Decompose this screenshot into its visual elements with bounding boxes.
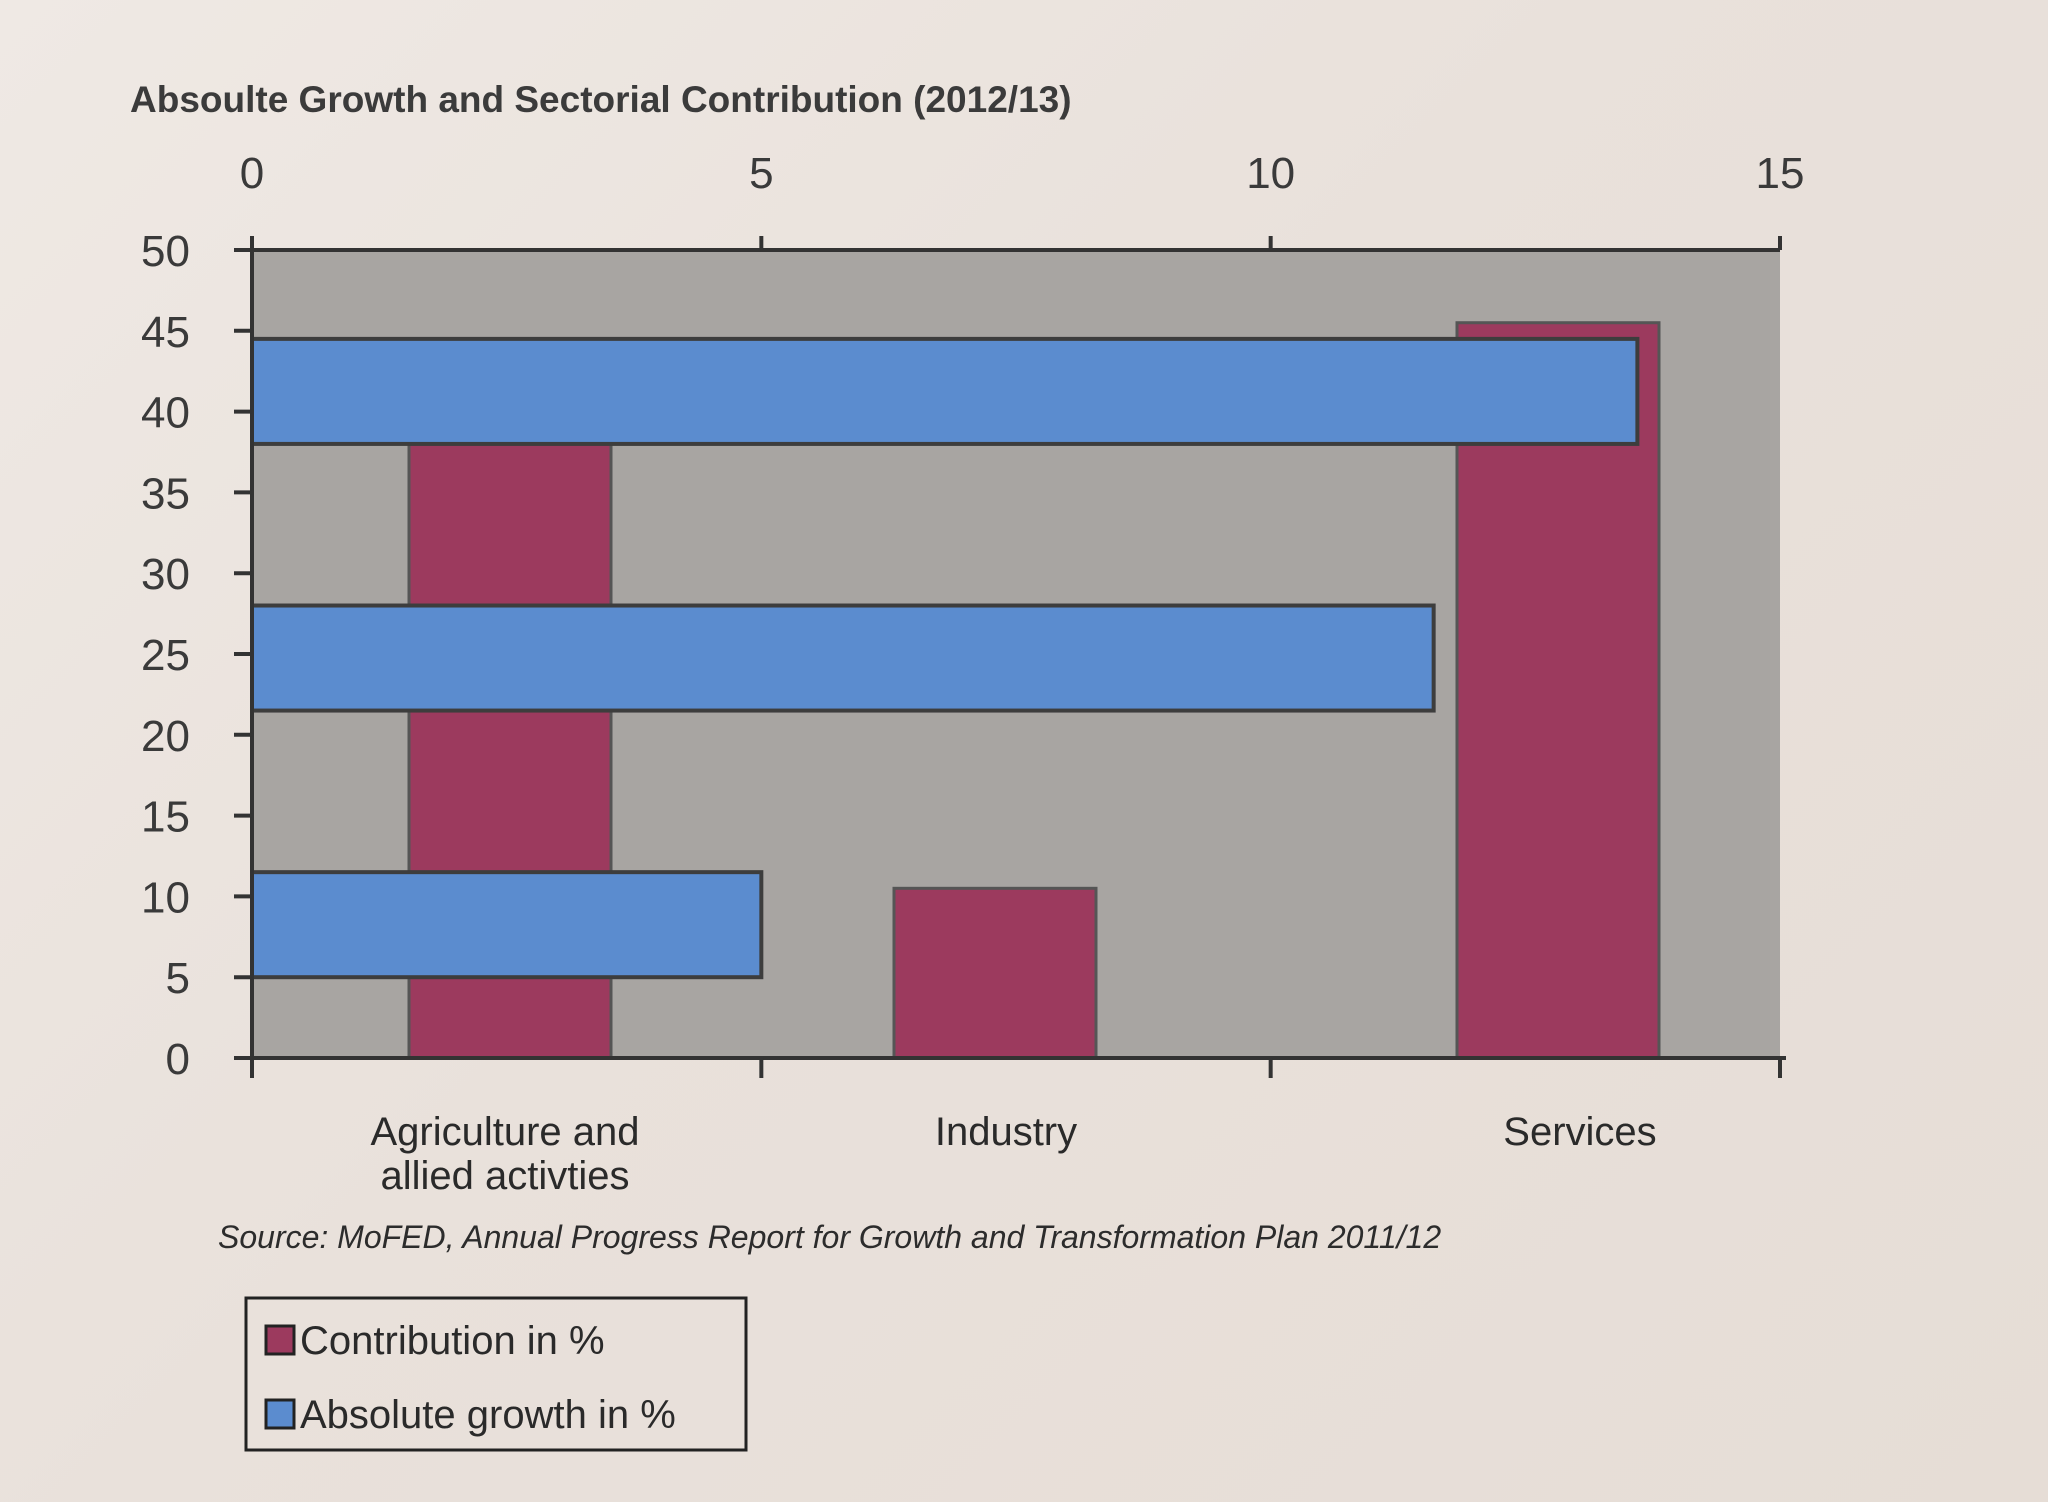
x-tick-label: 0 xyxy=(240,149,264,198)
bar-growth-1 xyxy=(250,603,1436,713)
x-tick-label: 5 xyxy=(749,149,773,198)
y-axis-ticks: 0 5 10 15 20 25 30 35 40 45 50 xyxy=(141,227,252,1084)
source-note: Source: MoFED, Annual Progress Report fo… xyxy=(218,1219,1441,1255)
bar-growth-0 xyxy=(250,870,764,980)
x-tick-label: 15 xyxy=(1756,149,1805,198)
legend: Contribution in % Absolute growth in % xyxy=(244,1296,748,1452)
y-tick-label: 35 xyxy=(141,469,190,518)
category-label: Services xyxy=(1503,1110,1656,1154)
y-tick-label: 30 xyxy=(141,550,190,599)
x-axis-top-ticks: 0 5 10 15 xyxy=(240,149,1805,1078)
y-tick-label: 40 xyxy=(141,389,190,438)
growth-bars xyxy=(250,336,1640,980)
bar-growth-2 xyxy=(250,336,1640,446)
category-label: allied activties xyxy=(380,1154,629,1198)
axes xyxy=(236,242,1786,1076)
category-label: Industry xyxy=(935,1110,1077,1154)
y-tick-label: 15 xyxy=(141,793,190,842)
legend-label-growth: Absolute growth in % xyxy=(300,1393,676,1437)
y-tick-label: 10 xyxy=(141,873,190,922)
legend-swatch-growth xyxy=(264,1398,296,1430)
y-tick-label: 5 xyxy=(166,954,190,1003)
legend-box xyxy=(244,1296,748,1452)
bar-contribution-1 xyxy=(892,886,1098,1060)
chart-title: Absoulte Growth and Sectorial Contributi… xyxy=(130,79,1072,120)
y-tick-label: 20 xyxy=(141,712,190,761)
x-tick-label: 10 xyxy=(1246,149,1295,198)
legend-swatch-contribution xyxy=(264,1324,296,1356)
y-tick-label: 50 xyxy=(141,227,190,276)
y-tick-label: 0 xyxy=(166,1035,190,1084)
y-tick-label: 25 xyxy=(141,631,190,680)
legend-label-contribution: Contribution in % xyxy=(300,1319,605,1363)
y-tick-label: 45 xyxy=(141,308,190,357)
category-label: Agriculture and xyxy=(370,1110,639,1154)
